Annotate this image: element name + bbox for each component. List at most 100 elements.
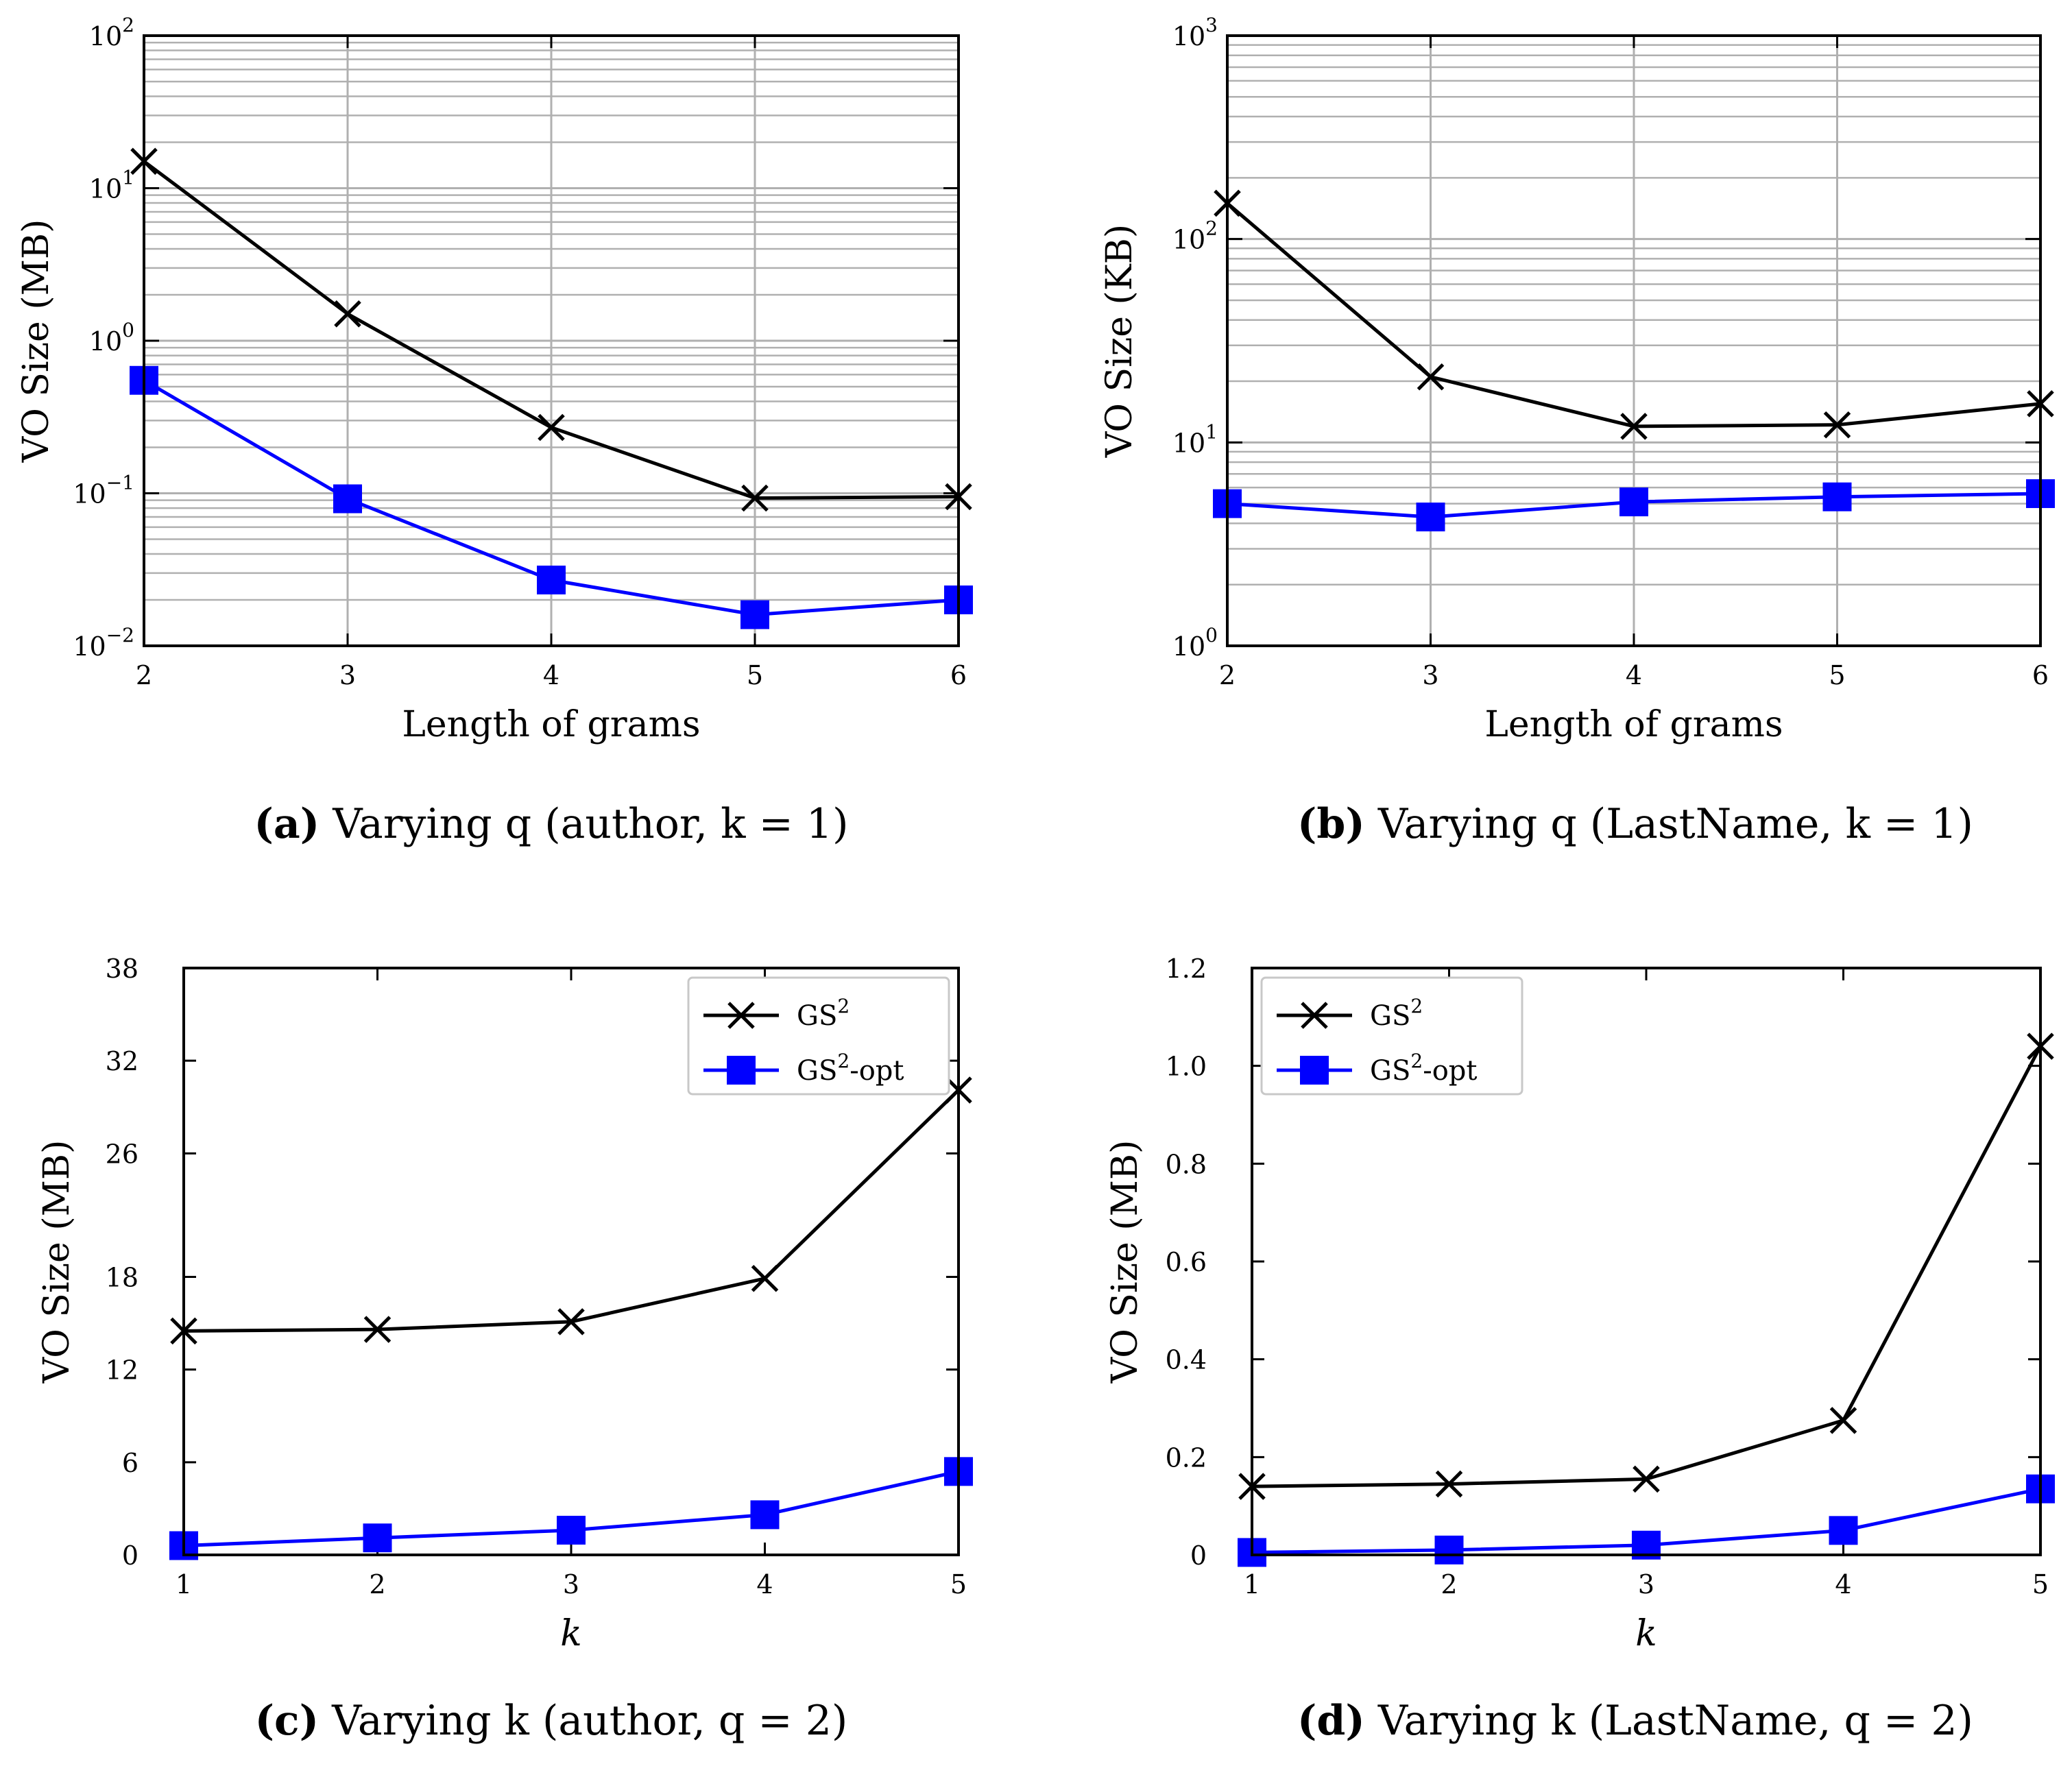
caption-text: Varying k (author, q = 2) — [331, 1697, 847, 1745]
x-tick-label: 4 — [543, 660, 559, 690]
x-tick-label: 3 — [563, 1569, 579, 1599]
y-tick-label: 38 — [106, 954, 138, 984]
grid — [1226, 36, 2042, 647]
data-point-square — [1416, 503, 1445, 532]
y-tick-base: 10 — [1172, 631, 1205, 662]
legend-marker-square — [1300, 1056, 1329, 1085]
data-point-square — [740, 600, 769, 629]
caption: (a) Varying q (author, k = 1) — [254, 800, 849, 848]
series-line — [1251, 1045, 2043, 1488]
y-tick-base: 10 — [89, 21, 122, 51]
marker-stroke — [1823, 411, 1851, 439]
y-tick-label: 101 — [1172, 420, 1218, 458]
caption: (d) Varying k (LastName, q = 2) — [1297, 1697, 1973, 1745]
data-point-x — [741, 484, 769, 512]
y-tick-label: 103 — [1172, 14, 1218, 51]
y-tick-label: 0.4 — [1166, 1345, 1207, 1375]
data-point-x — [363, 1316, 391, 1343]
marker-stroke — [1829, 1407, 1857, 1434]
x-tick-label: 1 — [176, 1569, 192, 1599]
plot-frame — [1251, 967, 2042, 1556]
y-tick-exp: 1 — [122, 167, 134, 189]
caption-letter: (c) — [255, 1697, 319, 1745]
y-tick-exp: −2 — [106, 624, 134, 647]
caption-space — [1365, 1697, 1378, 1745]
y-tick-label: 1.2 — [1166, 954, 1207, 984]
y-axis-title: VO Size (MB) — [16, 219, 57, 463]
data-point-square — [750, 1500, 780, 1530]
data-point-x — [334, 300, 361, 328]
data-point-square — [1822, 482, 1852, 511]
data-point-x — [538, 413, 565, 442]
caption-space — [319, 1697, 332, 1745]
y-tick-exp: 2 — [122, 14, 134, 36]
x-tick-label: 3 — [339, 660, 356, 690]
legend-label: GS2-opt — [1370, 1050, 1477, 1087]
x-tick-label: 2 — [369, 1569, 385, 1599]
series-gs2 — [1238, 1032, 2054, 1500]
caption-text: Varying q (LastName, k = 1) — [1377, 800, 1973, 848]
series-gs2-opt — [1238, 1474, 2055, 1567]
legend-name: GS — [1370, 1000, 1410, 1032]
y-tick-exp: 1 — [1205, 420, 1218, 443]
marker-stroke — [727, 1002, 755, 1029]
y-tick-label: 0.2 — [1166, 1442, 1207, 1473]
caption-text: Varying q (author, k = 1) — [332, 800, 848, 848]
marker-stroke — [741, 484, 769, 512]
y-tick-base: 10 — [1172, 225, 1205, 255]
caption: (b) Varying q (LastName, k = 1) — [1297, 800, 1973, 848]
x-tick-label: 2 — [1219, 660, 1236, 690]
x-axis-title: k — [560, 1613, 582, 1654]
data-point-square — [557, 1515, 586, 1545]
marker-stroke — [1633, 1465, 1660, 1493]
data-point-square — [1619, 487, 1648, 517]
legend-marker-x — [1301, 1002, 1328, 1029]
series-gs2 — [170, 1076, 972, 1345]
legend-label: GS2 — [797, 995, 850, 1032]
y-axis-title: VO Size (MB) — [36, 1140, 77, 1384]
x-tick-label: 6 — [2032, 660, 2049, 690]
y-tick-label: 10−2 — [73, 624, 134, 662]
plot-frame — [143, 34, 960, 647]
y-tick-exp: 0 — [122, 319, 134, 341]
legend-sup: 2 — [1410, 1050, 1423, 1072]
legend-marker-x — [727, 1002, 755, 1029]
legend-name: GS — [797, 1055, 837, 1087]
data-point-x — [1620, 413, 1648, 440]
series-gs2-opt — [130, 365, 973, 629]
data-point-square — [1434, 1535, 1464, 1564]
marker-stroke — [1301, 1002, 1328, 1029]
x-tick-label: 5 — [1829, 660, 1845, 690]
data-point-square — [537, 566, 566, 595]
y-tick-exp: 3 — [1205, 14, 1218, 36]
y-axis-title: VO Size (KB) — [1099, 224, 1140, 458]
x-tick-label: 5 — [747, 660, 763, 690]
y-tick-base: 10 — [1172, 21, 1205, 51]
data-point-x — [1417, 363, 1445, 391]
x-axis-title: Length of grams — [402, 704, 700, 745]
x-tick-label: 3 — [1638, 1569, 1654, 1599]
legend-suffix: -opt — [1423, 1055, 1477, 1087]
y-tick-label: 10−1 — [73, 472, 134, 509]
data-point-square — [333, 484, 362, 514]
legend-suffix: -opt — [850, 1055, 904, 1087]
y-tick-label: 0.8 — [1166, 1149, 1207, 1179]
y-tick-base: 10 — [89, 174, 122, 204]
y-tick-label: 0 — [122, 1541, 138, 1571]
x-tick-label: 5 — [950, 1569, 967, 1599]
y-axis-title: VO Size (MB) — [1105, 1140, 1146, 1384]
data-point-x — [1633, 1465, 1660, 1493]
y-tick-base: 10 — [1172, 428, 1205, 458]
legend-marker-square — [727, 1056, 756, 1085]
y-tick-label: 101 — [89, 167, 134, 204]
legend-sup: 2 — [837, 995, 850, 1017]
data-point-x — [1823, 411, 1851, 439]
marker-stroke — [1435, 1470, 1463, 1498]
plot-frame — [1226, 34, 2042, 647]
